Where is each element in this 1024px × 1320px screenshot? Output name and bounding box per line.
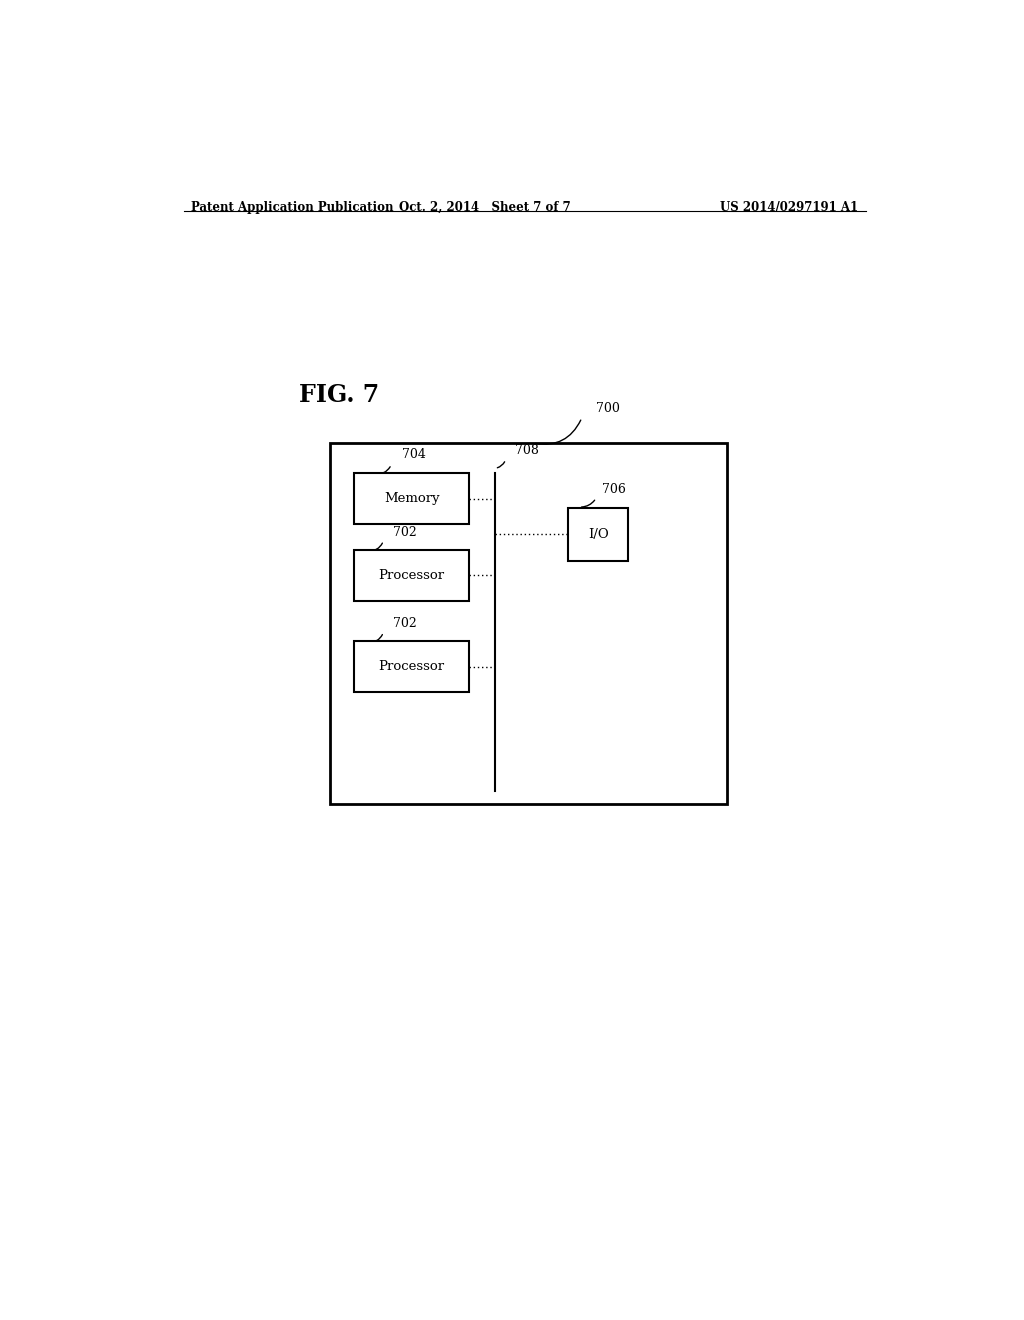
Text: 702: 702 [393,616,417,630]
Text: Memory: Memory [384,492,439,506]
Bar [354,549,469,601]
Text: 708: 708 [515,445,540,457]
Text: FIG. 7: FIG. 7 [299,383,379,408]
Text: Processor: Processor [379,660,444,673]
Text: Processor: Processor [379,569,444,582]
Text: 706: 706 [602,483,626,496]
Bar [354,642,469,692]
Bar [568,508,628,561]
Text: Oct. 2, 2014   Sheet 7 of 7: Oct. 2, 2014 Sheet 7 of 7 [399,201,571,214]
Text: Patent Application Publication: Patent Application Publication [191,201,394,214]
Text: 702: 702 [393,525,417,539]
Bar [331,444,727,804]
Text: 704: 704 [401,449,426,461]
Text: 700: 700 [596,401,621,414]
Bar [354,474,469,524]
Text: I/O: I/O [588,528,608,541]
Text: US 2014/0297191 A1: US 2014/0297191 A1 [720,201,858,214]
